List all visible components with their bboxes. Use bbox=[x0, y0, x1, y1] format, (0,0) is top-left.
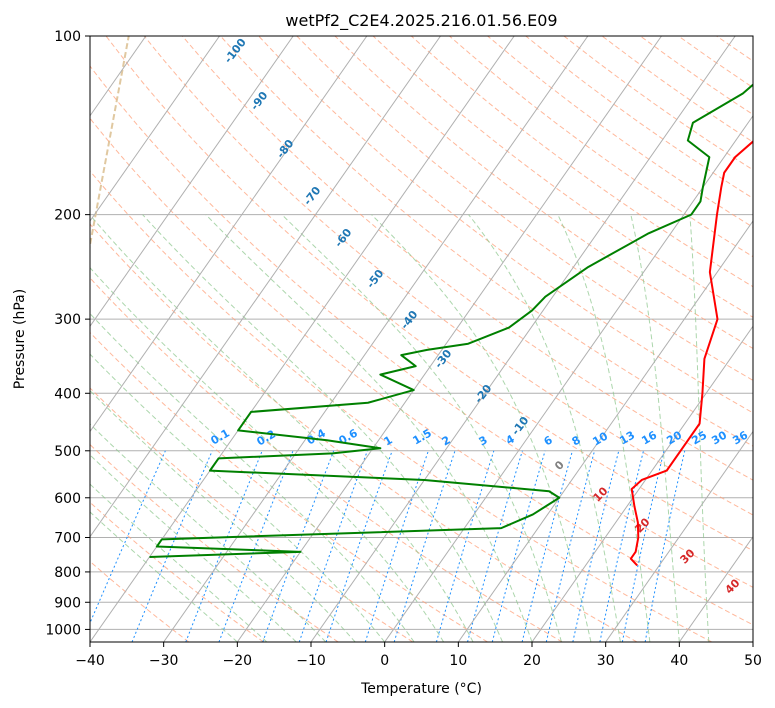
mixing-ratio-line bbox=[491, 450, 546, 642]
y-tick-label: 300 bbox=[54, 312, 81, 328]
x-tick-label: 10 bbox=[449, 653, 467, 669]
sounding-profiles bbox=[149, 83, 753, 567]
mixing-ratio-line bbox=[467, 450, 523, 642]
y-tick-label: 800 bbox=[54, 565, 81, 581]
y-axis-ticks: 100 200 300 400 500 600 700 800 900 1000 bbox=[45, 29, 90, 638]
dry-adiabat-line bbox=[90, 443, 339, 642]
isotherm-line bbox=[457, 220, 753, 642]
x-axis-ticks: −40 −30 −20 −10 0 10 20 30 40 50 bbox=[75, 642, 762, 669]
x-tick-label: −30 bbox=[149, 653, 179, 669]
x-tick-label: −40 bbox=[75, 653, 105, 669]
dry-adiabat-line bbox=[220, 36, 753, 447]
moist-adiabat-line bbox=[90, 214, 474, 642]
mixing-ratio-line bbox=[393, 450, 456, 642]
x-tick-label: 30 bbox=[597, 653, 615, 669]
x-axis-title: Temperature (°C) bbox=[360, 681, 482, 697]
dry-adiabat-line bbox=[90, 170, 712, 642]
moist-adiabat-line bbox=[90, 389, 356, 642]
dewpoint-profile bbox=[149, 83, 753, 558]
mixing-ratio-line bbox=[621, 450, 665, 642]
y-tick-label: 400 bbox=[54, 386, 81, 402]
y-axis-title: Pressure (hPa) bbox=[12, 289, 28, 389]
plot-area: 0.1 0.2 0.4 0.6 1 1.5 2 3 4 6 8 10 13 16 20 25 30 36-100-… bbox=[90, 36, 753, 642]
mixing-ratio-line bbox=[262, 450, 335, 642]
x-tick-label: −10 bbox=[296, 653, 326, 669]
moist-adiabat-line bbox=[630, 214, 680, 642]
y-tick-label: 900 bbox=[54, 595, 81, 611]
y-tick-label: 700 bbox=[54, 531, 81, 547]
isotherm-line bbox=[90, 36, 220, 222]
dry-adiabat-line bbox=[372, 36, 753, 318]
moist-adiabat-line bbox=[689, 214, 710, 642]
isotherm-line bbox=[531, 325, 753, 642]
moist-adiabat-line bbox=[90, 483, 268, 642]
dry-adiabat-line bbox=[90, 560, 190, 642]
y-tick-label: 600 bbox=[54, 491, 81, 507]
mixing-ratio-line bbox=[298, 450, 368, 642]
x-tick-label: 0 bbox=[380, 653, 389, 669]
mixing-ratio-line bbox=[218, 450, 294, 642]
moist-adiabat-line bbox=[90, 511, 238, 642]
isotherm-line bbox=[384, 114, 753, 642]
x-tick-label: 50 bbox=[744, 653, 762, 669]
dry-adiabat-line bbox=[90, 277, 563, 642]
mixing-ratio-line bbox=[599, 450, 644, 642]
mixing-ratio-line bbox=[364, 450, 429, 642]
moist-adiabat-line bbox=[90, 353, 386, 642]
x-tick-label: 40 bbox=[670, 653, 688, 669]
dry-adiabat-line bbox=[90, 331, 488, 642]
mixing-ratio-line bbox=[644, 450, 686, 642]
mixing-ratio-lines bbox=[90, 450, 686, 642]
isotherm-line bbox=[605, 430, 753, 642]
plot-frame bbox=[89, 35, 754, 643]
isotherm-line bbox=[678, 535, 753, 642]
y-tick-label: 500 bbox=[54, 444, 81, 460]
isotherm-line bbox=[163, 36, 589, 642]
dry-adiabat-line bbox=[143, 36, 753, 516]
y-tick-label: 100 bbox=[54, 29, 81, 45]
moist-adiabat-line bbox=[205, 214, 533, 642]
isotherms bbox=[90, 36, 753, 642]
mixing-ratio-line bbox=[185, 450, 263, 642]
moist-adiabat-line bbox=[468, 214, 621, 642]
isotherm-line bbox=[90, 36, 368, 433]
dry-adiabat-line bbox=[90, 65, 753, 588]
mixing-ratio-line bbox=[521, 450, 573, 642]
moist-adiabat-line bbox=[90, 312, 415, 642]
chart-title: wetPf2_C2E4.2025.216.01.56.E09 bbox=[285, 11, 557, 31]
mixing-ratio-line bbox=[545, 450, 596, 642]
dry-adiabat-line bbox=[334, 36, 753, 350]
dry-adiabat-line bbox=[181, 36, 753, 481]
moist-adiabat-line bbox=[142, 214, 503, 642]
mixing-ratio-line bbox=[572, 450, 620, 642]
temperature-profile bbox=[629, 140, 753, 567]
mixing-ratio-line bbox=[325, 450, 393, 642]
isotherm-line bbox=[90, 36, 294, 328]
isotherm-line bbox=[90, 36, 441, 538]
x-tick-label: 20 bbox=[523, 653, 541, 669]
mixing-ratio-line bbox=[435, 450, 495, 642]
moist-adiabat-line bbox=[90, 454, 297, 642]
pressure-gridlines bbox=[90, 36, 753, 630]
y-tick-label: 1000 bbox=[45, 622, 81, 638]
dry-adiabat-line bbox=[90, 117, 753, 626]
x-tick-label: −20 bbox=[223, 653, 253, 669]
isotherm-line bbox=[310, 36, 736, 642]
moist-adiabat-line bbox=[90, 267, 445, 642]
moist-adiabat-line bbox=[371, 214, 592, 642]
y-tick-label: 200 bbox=[54, 208, 81, 224]
dry-adiabat-line bbox=[296, 36, 753, 381]
isotherm-line bbox=[236, 36, 662, 642]
moist-adiabats bbox=[90, 214, 710, 642]
